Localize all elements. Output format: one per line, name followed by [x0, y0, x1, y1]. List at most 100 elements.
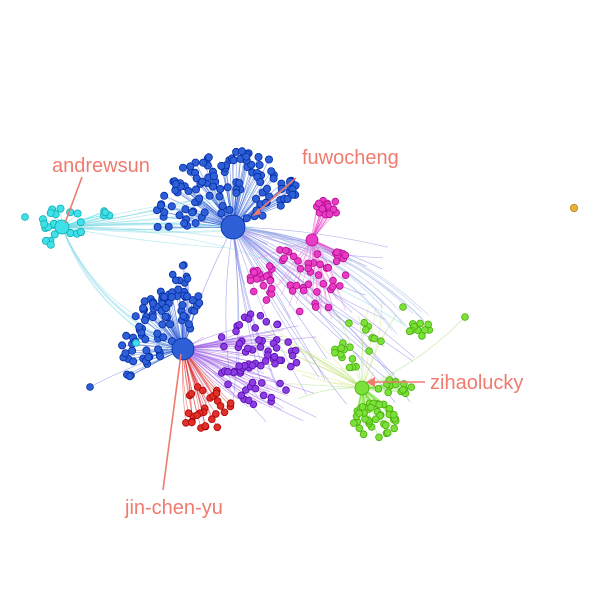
blue-node [262, 184, 271, 193]
blue-node [159, 333, 168, 342]
purple-node [292, 358, 301, 367]
blue-node [161, 312, 170, 321]
jin-chen-yu-hub-node [171, 337, 195, 361]
magenta-node [249, 287, 258, 296]
blue-node [204, 153, 213, 162]
green-node [390, 424, 399, 433]
blue-node [215, 192, 224, 201]
magenta-node [267, 284, 276, 293]
blue-node [142, 346, 151, 355]
red-node [208, 415, 216, 424]
fuwocheng-hub-node [220, 214, 246, 240]
purple-node [244, 396, 253, 405]
blue-node [199, 158, 208, 167]
blue-node [148, 313, 157, 322]
blue-node [191, 185, 200, 194]
edge [61, 226, 164, 344]
magenta-node [304, 280, 313, 289]
blue-node [121, 349, 130, 358]
magenta-node [294, 257, 302, 265]
purple-node [271, 359, 279, 368]
purple-node [276, 379, 284, 388]
edge [311, 239, 346, 311]
green-node [370, 334, 379, 343]
magenta-node [299, 286, 308, 295]
green-node [375, 400, 384, 409]
edge [232, 226, 307, 395]
zihaolucky-arrowhead [366, 377, 375, 387]
edge [232, 226, 347, 405]
blue-node [167, 293, 176, 302]
node-layer [21, 147, 579, 442]
edge [232, 226, 328, 360]
red-node [187, 389, 196, 398]
blue-node [184, 186, 193, 195]
cyan-node [46, 240, 55, 249]
blue-node [144, 353, 153, 362]
blue-node [160, 292, 169, 301]
green-node [407, 383, 416, 392]
red-node [199, 386, 207, 395]
magenta-node [316, 260, 324, 269]
blue-node [153, 329, 162, 338]
blue-node [218, 201, 227, 210]
fuwocheng-arrowhead [252, 208, 261, 216]
purple-node [272, 344, 281, 352]
green-node [337, 344, 345, 352]
magenta-node [313, 250, 322, 258]
green-node [361, 415, 369, 423]
blue-node [180, 219, 189, 228]
purple-node [259, 391, 268, 400]
edge [61, 226, 226, 249]
blue-node [283, 194, 292, 203]
blue-node [160, 208, 169, 217]
magenta-node [304, 264, 313, 273]
green-node [461, 313, 469, 321]
green-node [374, 384, 383, 393]
blue-node [154, 345, 163, 354]
edge [361, 302, 383, 389]
andrewsun-hub-node [54, 219, 70, 235]
green-node [375, 433, 383, 442]
purple-node [224, 380, 232, 389]
isolated-node [570, 203, 579, 212]
annotation-layer: andrewsun fuwocheng zihaolucky jin-chen-… [52, 147, 523, 519]
magenta-node [288, 287, 297, 295]
fuwocheng-pointer [255, 177, 297, 214]
green-node [345, 363, 354, 372]
edge [232, 226, 326, 381]
magenta-node [262, 296, 271, 304]
blue-node [167, 202, 176, 211]
magenta-node [295, 307, 304, 316]
green-node [345, 319, 353, 328]
blue-node [285, 177, 294, 186]
magenta-node [314, 271, 323, 279]
blue-node [164, 222, 173, 231]
green-node [381, 421, 390, 430]
edge [288, 383, 363, 389]
blue-node [209, 172, 218, 181]
purple-node [244, 344, 252, 353]
edge [61, 226, 189, 351]
blue-node [153, 222, 162, 231]
blue-node [216, 184, 225, 193]
green-node [358, 403, 367, 411]
purple-node [255, 336, 263, 344]
fuwocheng-label: fuwocheng [302, 147, 399, 169]
blue-node [200, 208, 209, 217]
blue-node [148, 299, 157, 308]
red-node [213, 423, 222, 432]
magenta-hub-node [305, 233, 319, 247]
magenta-node [329, 276, 337, 285]
blue-node [194, 292, 203, 301]
blue-node [184, 320, 193, 329]
green-node [421, 326, 429, 334]
purple-node [273, 320, 281, 329]
cyan-node [132, 339, 140, 347]
blue-node [135, 322, 144, 331]
magenta-node [292, 281, 301, 290]
blue-node [235, 179, 244, 188]
red-node [201, 422, 210, 430]
blue-node [255, 160, 264, 169]
blue-node [139, 303, 148, 312]
